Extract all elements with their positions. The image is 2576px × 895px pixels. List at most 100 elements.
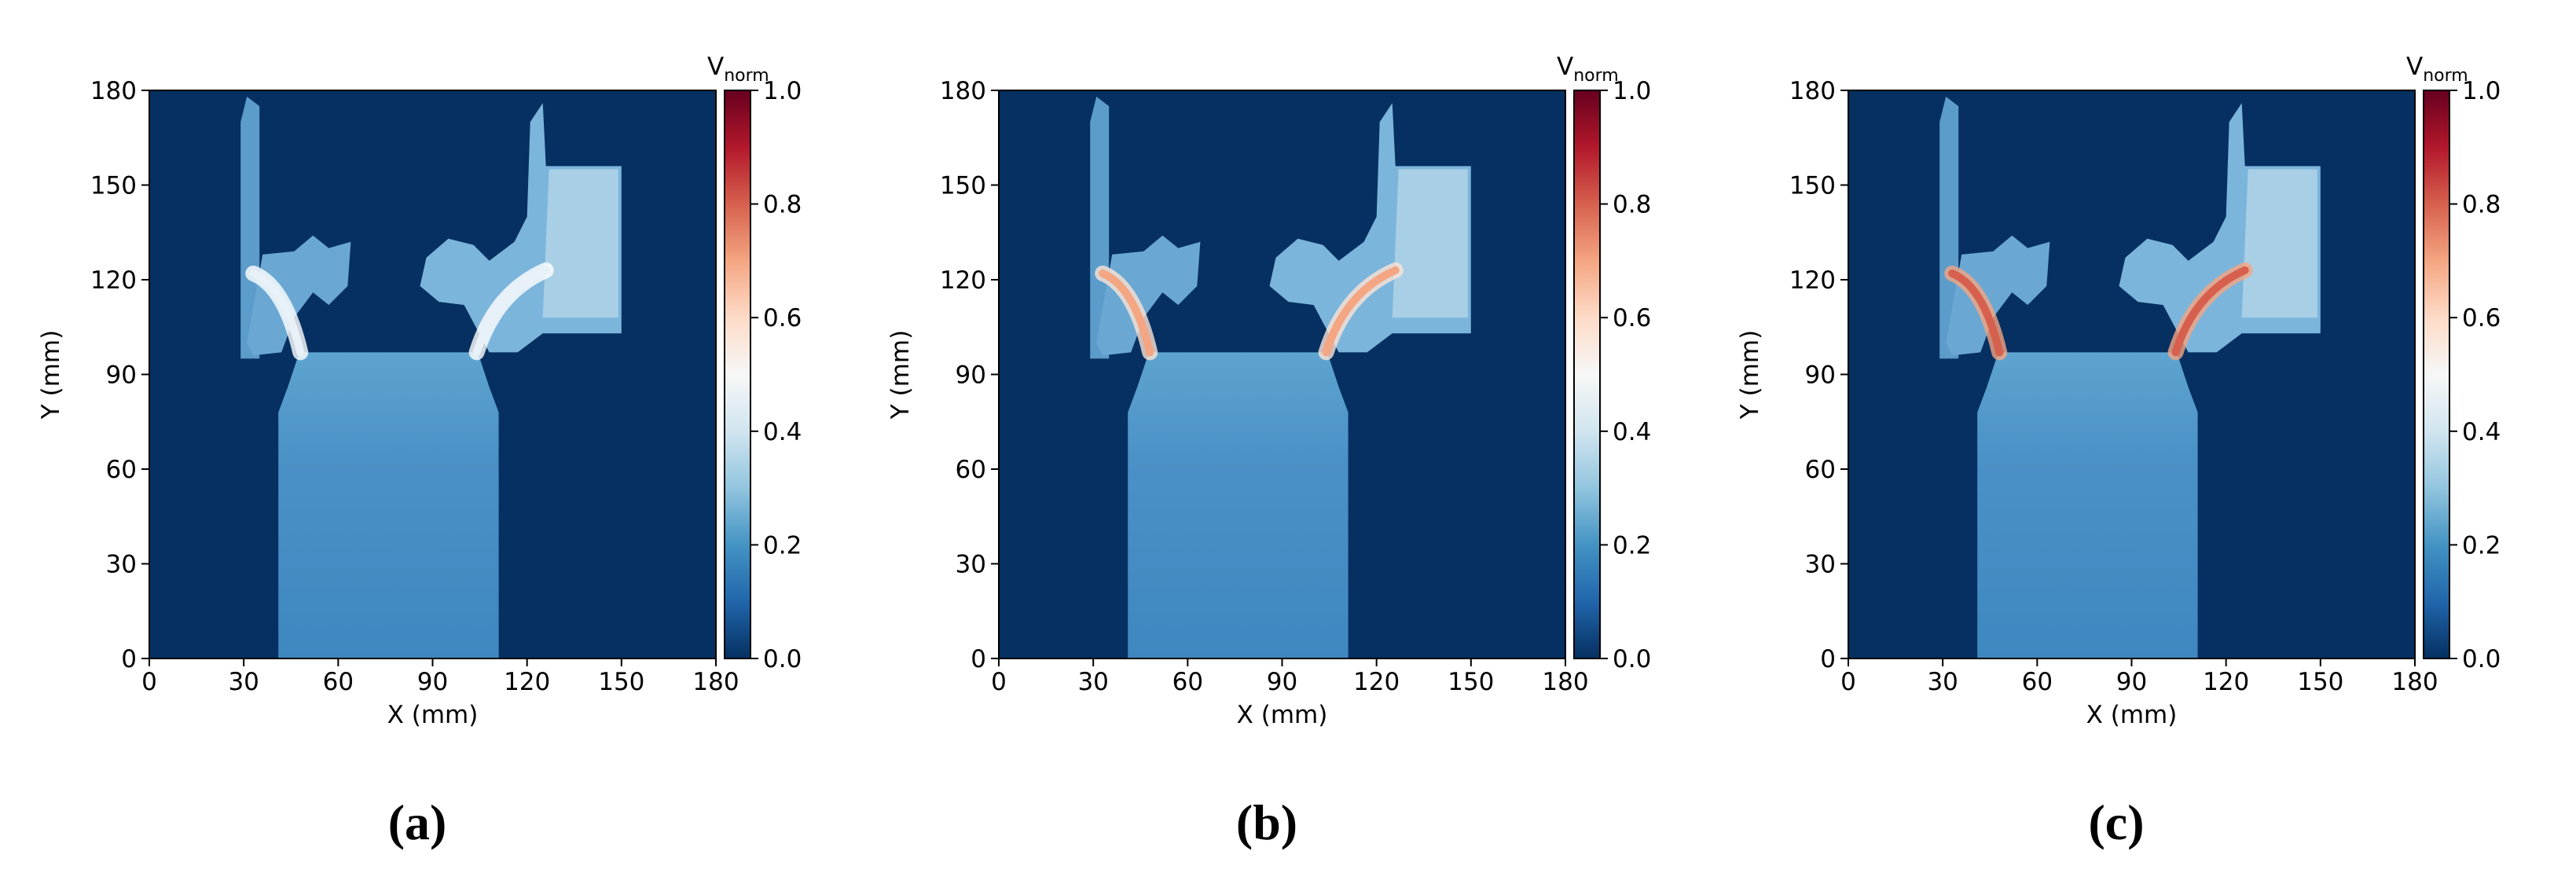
panel-caption: (c) bbox=[2088, 794, 2144, 850]
y-tick-label: 30 bbox=[106, 551, 137, 579]
y-tick-label: 60 bbox=[106, 456, 137, 484]
x-axis-label: X (mm) bbox=[1237, 701, 1328, 729]
colorbar-tick-label: 0.0 bbox=[763, 645, 802, 673]
x-tick-label: 60 bbox=[2022, 668, 2053, 696]
y-tick-label: 90 bbox=[956, 361, 986, 390]
heatmap bbox=[1848, 90, 2415, 658]
colorbar-tick-label: 0.4 bbox=[2462, 418, 2501, 446]
colorbar-tick-label: 0.6 bbox=[2462, 304, 2501, 332]
colorbar-tick-label: 0.6 bbox=[763, 304, 802, 332]
x-tick-label: 0 bbox=[141, 668, 157, 696]
panel-caption: (b) bbox=[1236, 794, 1297, 850]
jet bbox=[472, 266, 550, 357]
x-axis-label: X (mm) bbox=[2086, 701, 2178, 729]
x-tick-label: 0 bbox=[991, 668, 1007, 696]
x-tick-label: 60 bbox=[323, 668, 354, 696]
colorbar-tick-label: 1.0 bbox=[763, 77, 802, 105]
intake-port bbox=[1946, 235, 2050, 356]
jet bbox=[249, 269, 305, 357]
y-tick-label: 60 bbox=[956, 456, 986, 484]
y-tick-label: 150 bbox=[940, 172, 986, 200]
colorbar-tick-label: 0.8 bbox=[763, 191, 802, 219]
x-axis-label: X (mm) bbox=[387, 701, 479, 729]
x-tick-label: 180 bbox=[2391, 668, 2438, 696]
colorbar bbox=[2423, 90, 2450, 659]
jet bbox=[1099, 269, 1154, 357]
y-axis-label: Y (mm) bbox=[886, 330, 915, 420]
colorbar-tick-label: 0.0 bbox=[1613, 645, 1651, 673]
y-tick-label: 120 bbox=[940, 266, 986, 295]
y-tick-label: 0 bbox=[971, 645, 986, 673]
jet bbox=[1322, 266, 1400, 357]
colorbar-tick-label: 1.0 bbox=[2462, 77, 2501, 105]
y-tick-label: 0 bbox=[1820, 645, 1836, 673]
colorbar-tick-label: 0.6 bbox=[1613, 304, 1651, 332]
x-tick-label: 0 bbox=[1840, 668, 1856, 696]
x-tick-label: 90 bbox=[417, 668, 448, 696]
y-tick-label: 30 bbox=[1805, 551, 1836, 579]
colorbar-tick-label: 0.2 bbox=[763, 531, 802, 559]
cylinder bbox=[1977, 352, 2198, 658]
colorbar-tick-label: 0.8 bbox=[2462, 191, 2501, 219]
colorbar-label: Vnorm bbox=[2406, 53, 2468, 86]
y-axis-label: Y (mm) bbox=[37, 330, 65, 420]
panel: 0 30 60 90 120 150 180 0 30 60 90 120 150 180 X (mm) Y … bbox=[37, 53, 802, 850]
x-tick-label: 30 bbox=[228, 668, 259, 696]
intake-port bbox=[247, 235, 351, 356]
panel: 0 30 60 90 120 150 180 0 30 60 90 120 150 180 X (mm) Y … bbox=[1736, 53, 2501, 850]
exhaust-plenum bbox=[2241, 169, 2317, 318]
x-tick-label: 150 bbox=[2297, 668, 2343, 696]
y-tick-label: 150 bbox=[90, 172, 137, 200]
y-tick-label: 120 bbox=[1789, 266, 1836, 295]
colorbar-label-sub: norm bbox=[724, 66, 769, 86]
colorbar-tick-label: 0.2 bbox=[2462, 531, 2501, 559]
colorbar-label-sub: norm bbox=[2423, 66, 2468, 86]
y-tick-label: 90 bbox=[1805, 361, 1836, 390]
colorbar-tick-label: 0.2 bbox=[1613, 531, 1651, 559]
colorbar bbox=[724, 90, 751, 659]
x-tick-label: 120 bbox=[1353, 668, 1400, 696]
colorbar-label-sub: norm bbox=[1573, 66, 1619, 86]
colorbar-label-main: V bbox=[1557, 53, 1573, 81]
y-axis-label: Y (mm) bbox=[1736, 330, 1764, 420]
x-tick-label: 150 bbox=[598, 668, 644, 696]
x-tick-label: 60 bbox=[1172, 668, 1203, 696]
y-tick-label: 0 bbox=[121, 645, 137, 673]
x-tick-label: 30 bbox=[1077, 668, 1108, 696]
x-tick-label: 120 bbox=[2203, 668, 2249, 696]
colorbar-label-main: V bbox=[2406, 53, 2423, 81]
y-tick-label: 30 bbox=[956, 551, 986, 579]
exhaust-plenum bbox=[1392, 169, 1468, 318]
x-tick-label: 90 bbox=[1267, 668, 1297, 696]
x-tick-label: 180 bbox=[1542, 668, 1588, 696]
y-tick-label: 90 bbox=[106, 361, 137, 390]
y-tick-label: 180 bbox=[1789, 77, 1836, 105]
heatmap bbox=[149, 90, 716, 658]
exhaust-plenum bbox=[542, 169, 618, 318]
colorbar-tick-label: 0.4 bbox=[1613, 418, 1651, 446]
y-tick-label: 150 bbox=[1789, 172, 1836, 200]
x-tick-label: 90 bbox=[2116, 668, 2147, 696]
panel-caption: (a) bbox=[388, 794, 447, 850]
jet bbox=[2171, 266, 2249, 357]
x-tick-label: 150 bbox=[1448, 668, 1494, 696]
colorbar-label-main: V bbox=[707, 53, 724, 81]
intake-duct bbox=[1090, 97, 1110, 359]
colorbar-label: Vnorm bbox=[707, 53, 769, 86]
colorbar bbox=[1573, 90, 1601, 659]
jet bbox=[1948, 269, 2004, 357]
cylinder bbox=[1128, 352, 1349, 658]
y-tick-label: 180 bbox=[940, 77, 986, 105]
colorbar-label: Vnorm bbox=[1557, 53, 1619, 86]
intake-port bbox=[1096, 235, 1201, 356]
y-tick-label: 180 bbox=[90, 77, 137, 105]
y-tick-label: 120 bbox=[90, 266, 137, 295]
x-tick-label: 120 bbox=[504, 668, 550, 696]
heatmap bbox=[999, 90, 1565, 658]
x-tick-label: 180 bbox=[692, 668, 739, 696]
colorbar-tick-label: 1.0 bbox=[1613, 77, 1651, 105]
intake-duct bbox=[240, 97, 260, 359]
x-tick-label: 30 bbox=[1927, 668, 1958, 696]
panel: 0 30 60 90 120 150 180 0 30 60 90 120 150 180 X (mm) Y … bbox=[886, 53, 1651, 850]
